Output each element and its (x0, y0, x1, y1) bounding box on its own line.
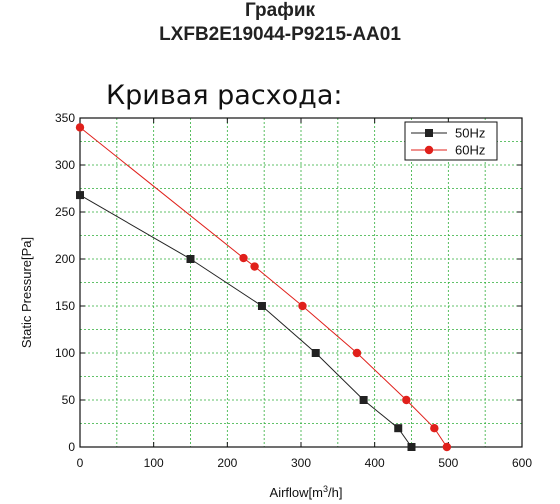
x-tick-label: 100 (144, 456, 164, 470)
data-point-60Hz (298, 301, 307, 311)
x-axis-label-suffix: /h] (328, 485, 342, 500)
model-number: LXFB2E19044-P9215-AA01 (159, 24, 401, 45)
chart-title: График (244, 0, 316, 21)
series-line-60Hz (79, 127, 448, 448)
y-axis-label: Static Pressure[Pa] (19, 237, 34, 348)
data-point-50Hz (257, 302, 266, 310)
x-tick-label: 0 (77, 456, 84, 470)
x-tick-label: 300 (291, 456, 311, 470)
y-tick-label: 200 (55, 252, 75, 266)
y-tick-label: 50 (62, 393, 76, 407)
y-tick-label: 350 (55, 111, 75, 125)
data-point-50Hz (359, 396, 368, 404)
data-point-60Hz (442, 442, 452, 452)
data-point-50Hz (76, 191, 84, 200)
legend: 50Hz 60Hz (404, 121, 498, 161)
series-layer (75, 123, 452, 452)
chart-subtitle: Кривая расхода: (106, 80, 343, 111)
x-axis-label-prefix: Airflow[m (270, 485, 323, 500)
x-tick-label: 200 (217, 456, 237, 470)
legend-label-50Hz: 50Hz (455, 126, 485, 141)
data-point-50Hz (311, 349, 320, 357)
data-point-60Hz (75, 123, 85, 132)
data-point-50Hz (186, 255, 195, 263)
y-tick-label: 0 (68, 440, 75, 454)
data-point-60Hz (239, 253, 248, 263)
y-tick-label: 100 (55, 346, 75, 360)
data-point-60Hz (352, 348, 362, 358)
data-point-60Hz (430, 424, 439, 433)
x-axis-label-sup: 3 (323, 484, 328, 494)
legend-label-60Hz: 60Hz (455, 143, 485, 158)
data-point-50Hz (407, 443, 416, 451)
axis-ticks: 0 100 200 300 400 500 600 0 50 100 150 200 250 300 350 (55, 111, 532, 470)
data-point-60Hz (402, 395, 411, 405)
y-tick-label: 150 (55, 299, 75, 313)
x-tick-label: 600 (512, 456, 532, 470)
x-axis-label: Airflow[m3/h] (270, 484, 343, 500)
data-point-50Hz (394, 424, 403, 433)
data-point-60Hz (250, 262, 259, 271)
legend-box (404, 121, 498, 161)
x-tick-label: 500 (438, 456, 458, 470)
y-tick-label: 300 (55, 158, 75, 172)
series-line-50Hz (79, 194, 412, 448)
grid-lines (80, 118, 522, 447)
x-tick-label: 400 (365, 456, 385, 470)
y-tick-label: 250 (55, 205, 75, 219)
legend-marker-60Hz (424, 145, 434, 155)
legend-marker-50Hz (425, 129, 433, 137)
